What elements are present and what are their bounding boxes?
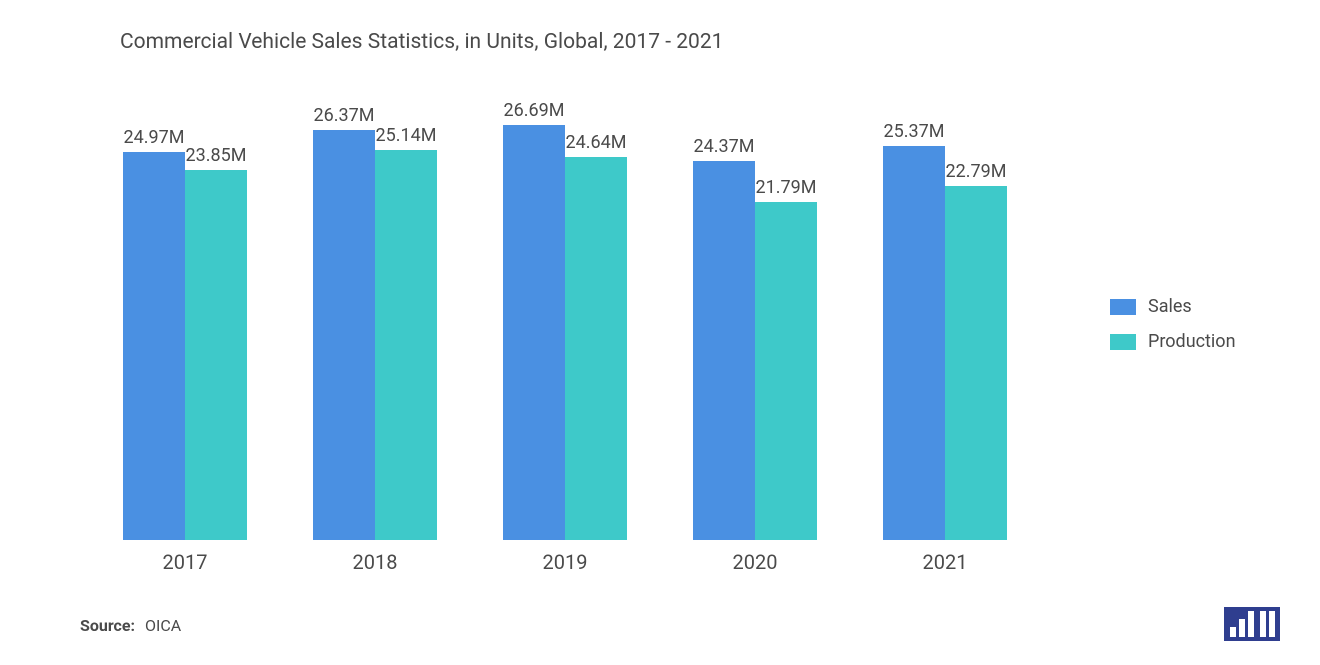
category-label: 2021 [923, 550, 968, 574]
mi-logo-icon [1224, 607, 1280, 641]
category-label: 2018 [353, 550, 398, 574]
category-label: 2019 [543, 550, 588, 574]
year-group: 24.37M21.79M 2020 [693, 74, 817, 574]
bar-wrap: 24.64M [565, 74, 627, 540]
category-label: 2020 [733, 550, 778, 574]
category-label: 2017 [163, 550, 208, 574]
bar [375, 150, 437, 541]
bar-wrap: 26.37M [313, 74, 375, 540]
bar-value-label: 24.97M [124, 127, 185, 148]
bar-pair: 24.97M23.85M [123, 74, 247, 540]
chart-body: 24.97M23.85M201726.37M25.14M201826.69M24… [80, 74, 1280, 574]
bar-value-label: 21.79M [756, 177, 817, 198]
bar [755, 202, 817, 540]
legend-swatch-production [1110, 334, 1136, 350]
bar-pair: 25.37M22.79M [883, 74, 1007, 540]
bar-value-label: 24.37M [694, 136, 755, 157]
bar-wrap: 22.79M [945, 74, 1007, 540]
year-group: 26.37M25.14M 2018 [313, 74, 437, 574]
bar-value-label: 23.85M [186, 145, 247, 166]
legend-item-production: Production [1110, 331, 1250, 352]
chart-title: Commercial Vehicle Sales Statistics, in … [120, 30, 1280, 54]
bar-value-label: 25.14M [376, 125, 437, 146]
bar [565, 157, 627, 540]
source-value: OICA [145, 616, 181, 635]
source-line: Source: OICA [80, 616, 181, 635]
bar-value-label: 26.37M [314, 105, 375, 126]
bar [313, 130, 375, 540]
bar-pair: 26.69M24.64M [503, 74, 627, 540]
bar-wrap: 24.97M [123, 74, 185, 540]
bar [693, 161, 755, 540]
bar-wrap: 24.37M [693, 74, 755, 540]
year-group: 24.97M23.85M 2017 [123, 74, 247, 574]
legend-label-sales: Sales [1148, 296, 1192, 317]
source-label: Source: [80, 616, 135, 635]
bar [185, 170, 247, 540]
bar-value-label: 24.64M [566, 132, 627, 153]
bar-value-label: 22.79M [946, 161, 1007, 182]
bar-value-label: 26.69M [504, 100, 565, 121]
legend-item-sales: Sales [1110, 296, 1250, 317]
legend: Sales Production [1050, 74, 1250, 574]
chart-container: Commercial Vehicle Sales Statistics, in … [0, 0, 1320, 665]
plot-area: 24.97M23.85M201726.37M25.14M201826.69M24… [80, 74, 1050, 574]
bar-wrap: 21.79M [755, 74, 817, 540]
bar [945, 186, 1007, 540]
bar-wrap: 26.69M [503, 74, 565, 540]
year-group: 26.69M24.64M 2019 [503, 74, 627, 574]
bar-wrap: 23.85M [185, 74, 247, 540]
bar-wrap: 25.37M [883, 74, 945, 540]
bar [123, 152, 185, 540]
bar-pair: 26.37M25.14M [313, 74, 437, 540]
bar-wrap: 25.14M [375, 74, 437, 540]
legend-label-production: Production [1148, 331, 1236, 352]
legend-swatch-sales [1110, 299, 1136, 315]
bar-value-label: 25.37M [884, 121, 945, 142]
year-group: 25.37M22.79M 2021 [883, 74, 1007, 574]
bar-pair: 24.37M21.79M [693, 74, 817, 540]
bar [883, 146, 945, 540]
bar [503, 125, 565, 540]
